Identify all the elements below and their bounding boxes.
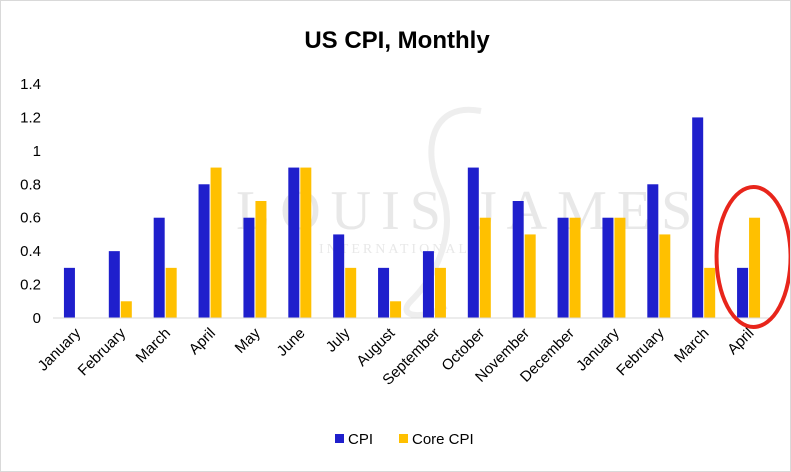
watermark-script-l-icon [403, 106, 482, 319]
x-tick-label: June [274, 325, 309, 360]
bar-cpi [198, 184, 210, 318]
annotation-circle [714, 185, 790, 329]
x-tick-label: March [133, 325, 174, 366]
bar-core-cpi [749, 217, 761, 318]
bar-core-cpi [300, 167, 312, 318]
x-tick-label: February [613, 324, 668, 379]
legend: CPI Core CPI [335, 431, 474, 448]
bar-cpi [692, 117, 704, 318]
bar-core-cpi [479, 217, 491, 318]
bar-core-cpi [255, 201, 267, 318]
y-tick-label: 0.6 [20, 210, 41, 227]
bar-core-cpi [390, 301, 402, 318]
bar-cpi [63, 267, 75, 318]
bar-cpi [243, 217, 255, 318]
bar-cpi [647, 184, 659, 318]
bar-cpi [602, 217, 614, 318]
bar-cpi [737, 267, 749, 318]
bars [63, 117, 761, 318]
y-tick-label: 1 [33, 143, 41, 160]
y-tick-label: 1.2 [20, 109, 41, 126]
bar-core-cpi [434, 267, 446, 318]
chart-title: US CPI, Monthly [304, 27, 490, 54]
x-tick-label: April [724, 325, 757, 358]
x-tick-label: February [75, 324, 130, 379]
y-tick-label: 1.4 [20, 76, 41, 93]
bar-core-cpi [165, 267, 177, 318]
bar-cpi [288, 167, 300, 318]
bar-core-cpi [345, 267, 357, 318]
y-tick-label: 0 [33, 310, 41, 327]
y-tick-label: 0.2 [20, 277, 41, 294]
bar-core-cpi [524, 234, 536, 318]
bar-cpi [333, 234, 345, 318]
bar-cpi [467, 167, 479, 318]
y-tick-label: 0.4 [20, 243, 41, 260]
bar-cpi [422, 251, 434, 318]
y-tick-label: 0.8 [20, 176, 41, 193]
x-tick-label: July [323, 324, 354, 355]
legend-swatch-core-cpi [399, 434, 408, 443]
x-tick-label: March [671, 325, 712, 366]
legend-swatch-cpi [335, 434, 344, 443]
x-tick-label: April [186, 325, 219, 358]
bar-cpi [378, 267, 390, 318]
annotation-layer [714, 185, 790, 329]
bar-cpi [512, 201, 524, 318]
bar-core-cpi [120, 301, 132, 318]
x-tick-label: May [232, 324, 264, 356]
bar-core-cpi [614, 217, 626, 318]
legend-label-cpi: CPI [348, 431, 373, 448]
bar-cpi [108, 251, 120, 318]
bar-cpi [153, 217, 165, 318]
bar-core-cpi [210, 167, 222, 318]
legend-label-core-cpi: Core CPI [412, 431, 474, 448]
bar-cpi [557, 217, 569, 318]
bar-core-cpi [659, 234, 671, 318]
y-axis: 0 0.2 0.4 0.6 0.8 1 1.2 1.4 [20, 76, 41, 327]
bar-core-cpi [569, 217, 581, 318]
bar-core-cpi [704, 267, 716, 318]
